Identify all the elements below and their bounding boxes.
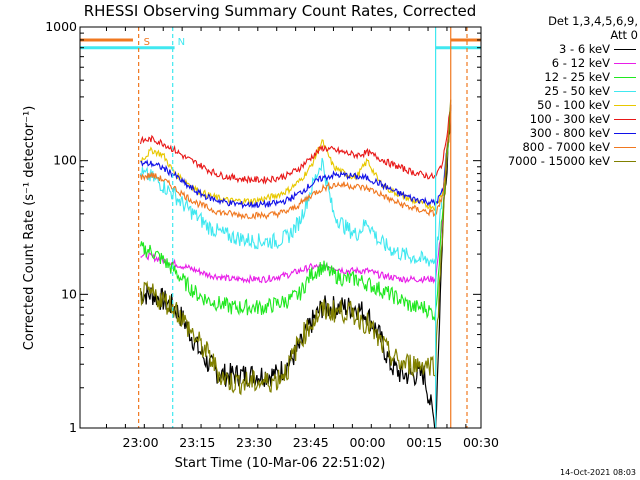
- legend-entry-label: 12 - 25 keV: [544, 70, 610, 84]
- legend-entry: 300 - 800 keV: [478, 126, 638, 140]
- x-tick-label: 00:00: [349, 435, 385, 450]
- x-tick-label: 23:00: [123, 435, 159, 450]
- series-line-0: [139, 104, 452, 429]
- series-line-1: [140, 104, 452, 284]
- legend-entry-label: 7000 - 15000 keV: [507, 154, 610, 168]
- series-line-7: [139, 105, 452, 221]
- y-tick-label: 1000: [45, 19, 77, 34]
- legend-swatch: [614, 49, 636, 50]
- legend-swatch: [614, 63, 636, 64]
- series-line-2: [139, 106, 452, 322]
- legend-swatch: [614, 119, 636, 120]
- x-tick-label: 23:30: [236, 435, 272, 450]
- legend-entry: 25 - 50 keV: [478, 84, 638, 98]
- x-axis-label: Start Time (10-Mar-06 22:51:02): [175, 456, 386, 471]
- legend-entry: 3 - 6 keV: [478, 42, 638, 56]
- legend-entry-label: 300 - 800 keV: [529, 126, 610, 140]
- series-1: [140, 104, 452, 284]
- series-line-8: [139, 99, 452, 396]
- series-line-3: [139, 112, 452, 267]
- plot-frame: [79, 26, 482, 429]
- chart-title: RHESSI Observing Summary Count Rates, Co…: [84, 2, 477, 20]
- legend-entry-label: 800 - 7000 keV: [522, 140, 610, 154]
- legend-entry-label: 50 - 100 keV: [537, 98, 610, 112]
- legend-entry: 100 - 300 keV: [478, 112, 638, 126]
- legend-entry-label: 100 - 300 keV: [529, 112, 610, 126]
- legend-entry: 50 - 100 keV: [478, 98, 638, 112]
- series-2: [139, 106, 452, 322]
- legend-swatch: [614, 77, 636, 78]
- y-tick-label: 100: [53, 153, 77, 168]
- series-6: [140, 107, 452, 210]
- x-tick-label: 00:30: [463, 435, 499, 450]
- legend-entry: 800 - 7000 keV: [478, 140, 638, 154]
- series-line-6: [140, 109, 452, 210]
- legend-entry: 6 - 12 keV: [478, 56, 638, 70]
- generation-timestamp: 14-Oct-2021 08:03: [560, 468, 636, 477]
- x-tick-label: 23:45: [293, 435, 329, 450]
- legend-swatch: [614, 91, 636, 92]
- series-8: [139, 99, 452, 396]
- series-line-5: [139, 107, 452, 185]
- legend: Det 1,3,4,5,6,9, Att 0 3 - 6 keV 6 - 12 k…: [478, 14, 638, 168]
- marker-label-1: N: [178, 37, 185, 48]
- y-tick-label: 10: [61, 286, 77, 301]
- x-tick-label: 00:15: [406, 435, 442, 450]
- y-tick-label: 1: [69, 420, 77, 435]
- series-5: [139, 105, 452, 185]
- legend-entry-label: 6 - 12 keV: [551, 56, 610, 70]
- marker-label-0: S: [144, 37, 150, 48]
- legend-swatch: [614, 147, 636, 148]
- legend-swatch: [614, 133, 636, 134]
- legend-swatch: [614, 105, 636, 106]
- legend-header-line-1: Det 1,3,4,5,6,9,: [548, 14, 638, 28]
- legend-entry-label: 25 - 50 keV: [544, 84, 610, 98]
- legend-swatch: [614, 161, 636, 162]
- y-axis-label: Corrected Count Rate (s⁻¹ detector⁻¹): [22, 106, 37, 351]
- legend-header-line-2: Att 0: [610, 28, 638, 42]
- legend-entry: 12 - 25 keV: [478, 70, 638, 84]
- legend-entry: 7000 - 15000 keV: [478, 154, 638, 168]
- legend-entry-label: 3 - 6 keV: [559, 42, 610, 56]
- x-tick-label: 23:15: [179, 435, 215, 450]
